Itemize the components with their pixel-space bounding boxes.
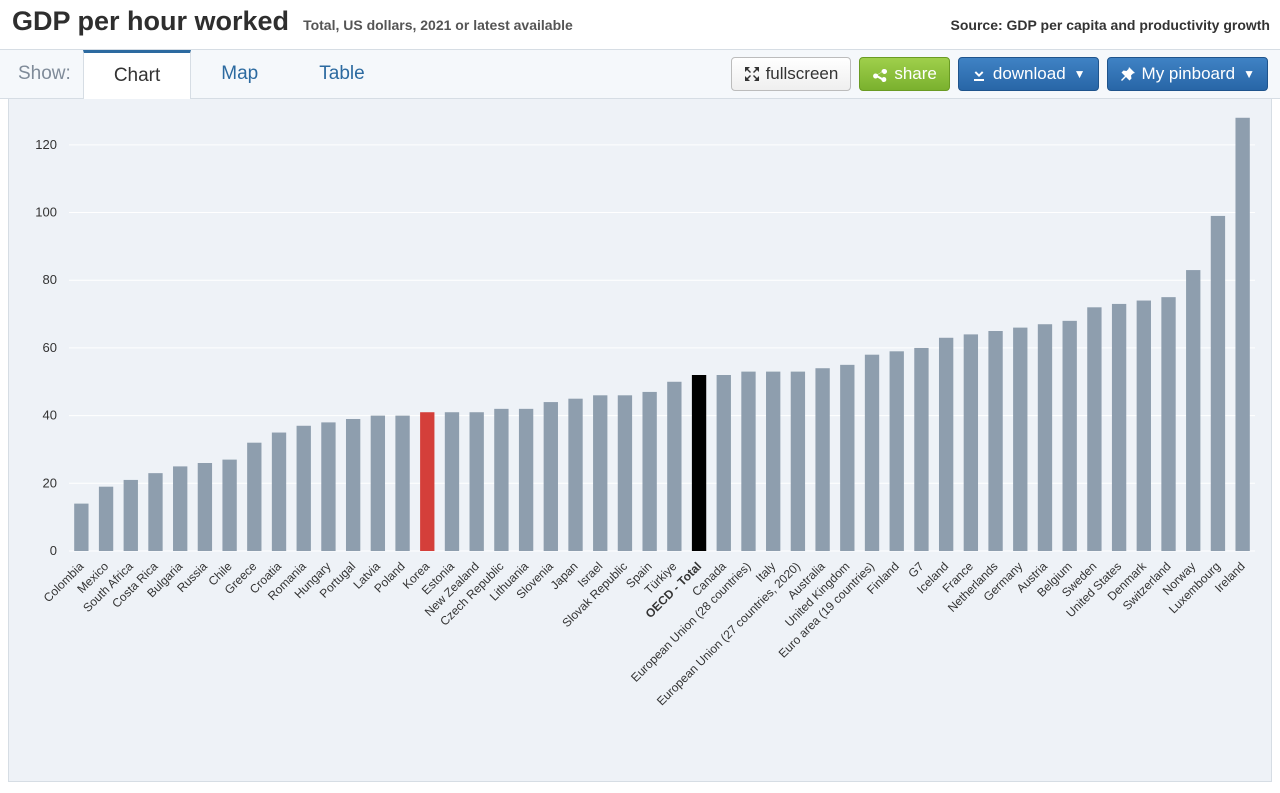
bar[interactable]	[865, 355, 879, 551]
y-tick-label: 0	[50, 543, 57, 558]
download-icon	[971, 66, 987, 82]
bar[interactable]	[1087, 307, 1101, 551]
bar[interactable]	[124, 480, 138, 551]
bar[interactable]	[74, 504, 88, 551]
bar[interactable]	[445, 412, 459, 551]
pinboard-button[interactable]: My pinboard ▼	[1107, 57, 1268, 91]
download-button[interactable]: download ▼	[958, 57, 1099, 91]
tab-map-label: Map	[221, 63, 258, 85]
chevron-down-icon: ▼	[1243, 67, 1255, 81]
fullscreen-button[interactable]: fullscreen	[731, 57, 852, 91]
bar[interactable]	[494, 409, 508, 551]
download-label: download	[993, 64, 1066, 84]
tab-chart-label: Chart	[114, 65, 160, 87]
y-tick-label: 20	[43, 475, 57, 490]
bar[interactable]	[988, 331, 1002, 551]
y-tick-label: 100	[35, 205, 57, 220]
page-subtitle: Total, US dollars, 2021 or latest availa…	[303, 17, 573, 33]
bar[interactable]	[717, 375, 731, 551]
bar[interactable]	[568, 399, 582, 551]
bar[interactable]	[519, 409, 533, 551]
tab-chart[interactable]: Chart	[83, 50, 191, 99]
bar[interactable]	[791, 372, 805, 551]
fullscreen-label: fullscreen	[766, 64, 839, 84]
bar[interactable]	[1038, 324, 1052, 551]
pinboard-label: My pinboard	[1142, 64, 1236, 84]
bar[interactable]	[371, 416, 385, 551]
bar[interactable]	[1235, 118, 1249, 551]
share-button[interactable]: share	[859, 57, 950, 91]
bar[interactable]	[741, 372, 755, 551]
bar[interactable]	[99, 487, 113, 551]
bar[interactable]	[1137, 301, 1151, 551]
bar[interactable]	[272, 433, 286, 551]
bar[interactable]	[618, 395, 632, 551]
share-label: share	[894, 64, 937, 84]
bar[interactable]	[939, 338, 953, 551]
tab-table[interactable]: Table	[289, 50, 395, 98]
bar[interactable]	[395, 416, 409, 551]
bar[interactable]	[420, 412, 434, 551]
y-tick-label: 40	[43, 408, 57, 423]
chart-panel: 020406080100120ColombiaMexicoSouth Afric…	[8, 99, 1272, 782]
share-icon	[872, 66, 888, 82]
bar[interactable]	[766, 372, 780, 551]
action-buttons: fullscreen share download ▼ My pinboard …	[731, 57, 1280, 91]
bar[interactable]	[222, 460, 236, 551]
bar[interactable]	[470, 412, 484, 551]
chevron-down-icon: ▼	[1074, 67, 1086, 81]
bar[interactable]	[1063, 321, 1077, 551]
view-tabs: Chart Map Table	[83, 50, 396, 98]
bar[interactable]	[198, 463, 212, 551]
source-label: Source: GDP per capita and productivity …	[951, 17, 1270, 33]
bar[interactable]	[692, 375, 706, 551]
bar[interactable]	[914, 348, 928, 551]
bar[interactable]	[247, 443, 261, 551]
bar[interactable]	[815, 368, 829, 551]
bar[interactable]	[890, 351, 904, 551]
bar[interactable]	[346, 419, 360, 551]
header: GDP per hour worked Total, US dollars, 2…	[0, 0, 1280, 49]
show-label: Show:	[0, 63, 83, 85]
bar[interactable]	[1186, 270, 1200, 551]
category-label: Japan	[548, 559, 581, 592]
bar[interactable]	[321, 422, 335, 551]
y-tick-label: 80	[43, 272, 57, 287]
bar[interactable]	[173, 466, 187, 551]
bar[interactable]	[544, 402, 558, 551]
tab-table-label: Table	[319, 63, 364, 85]
bar[interactable]	[297, 426, 311, 551]
bar[interactable]	[964, 334, 978, 551]
pin-icon	[1120, 66, 1136, 82]
bar[interactable]	[667, 382, 681, 551]
chart-body: 020406080100120ColombiaMexicoSouth Afric…	[9, 99, 1271, 781]
bar[interactable]	[642, 392, 656, 551]
bar[interactable]	[1112, 304, 1126, 551]
page-title: GDP per hour worked	[12, 6, 289, 37]
bar[interactable]	[1211, 216, 1225, 551]
bar-chart: 020406080100120ColombiaMexicoSouth Afric…	[9, 99, 1273, 781]
bar[interactable]	[148, 473, 162, 551]
y-tick-label: 60	[43, 340, 57, 355]
bar[interactable]	[593, 395, 607, 551]
fullscreen-icon	[744, 66, 760, 82]
tab-map[interactable]: Map	[191, 50, 289, 98]
bar[interactable]	[1013, 328, 1027, 551]
toolbar: Show: Chart Map Table fullscreen share d…	[0, 49, 1280, 99]
bar[interactable]	[840, 365, 854, 551]
y-tick-label: 120	[35, 137, 57, 152]
bar[interactable]	[1161, 297, 1175, 551]
